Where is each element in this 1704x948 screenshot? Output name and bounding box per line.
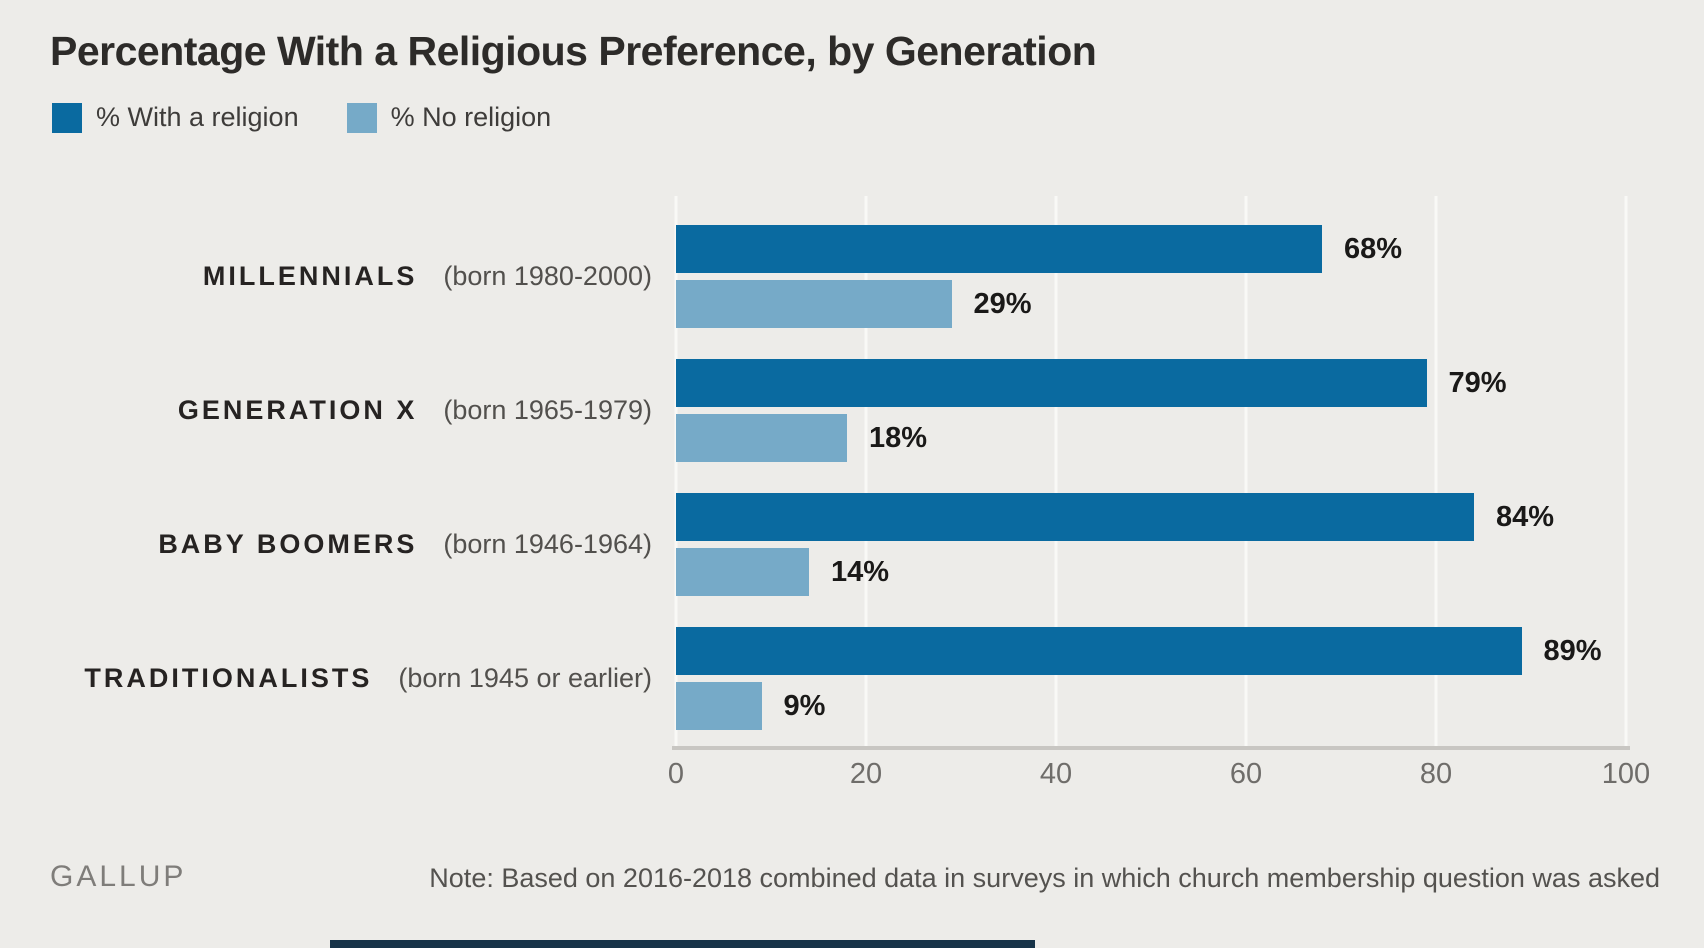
no-religion-bar xyxy=(676,682,762,730)
x-tick-100: 100 xyxy=(1601,758,1651,790)
bar-group: 84% 14% xyxy=(676,493,1554,596)
no-religion-value: 9% xyxy=(783,689,826,722)
category-label: GENERATION X (born 1965-1979) xyxy=(40,359,652,462)
legend-label-with-religion: % With a religion xyxy=(96,102,299,132)
no-religion-bar xyxy=(676,280,952,328)
no-religion-bar xyxy=(676,414,847,462)
legend: % With a religion % No religion xyxy=(52,102,551,133)
no-religion-value: 18% xyxy=(869,421,928,454)
no-religion-bar xyxy=(676,548,809,596)
no-religion-value: 14% xyxy=(831,555,890,588)
gridline-40 xyxy=(1054,196,1058,748)
gridline-60 xyxy=(1244,196,1248,748)
category-birth-years: (born 1945 or earlier) xyxy=(398,663,652,693)
gridline-0 xyxy=(674,196,678,748)
with-religion-value: 68% xyxy=(1344,232,1403,265)
category-birth-years: (born 1946-1964) xyxy=(443,529,652,559)
row-generation-x: GENERATION X (born 1965-1979) 79% 18% xyxy=(0,359,1704,462)
x-tick-40: 40 xyxy=(1039,758,1073,790)
with-religion-swatch-icon xyxy=(52,102,82,133)
gridline-20 xyxy=(864,196,868,748)
category-name: GENERATION X xyxy=(177,395,418,425)
x-axis-line xyxy=(672,746,1630,750)
gallup-logo: GALLUP xyxy=(50,860,187,893)
footnote: Note: Based on 2016-2018 combined data i… xyxy=(429,863,1660,893)
with-religion-value: 79% xyxy=(1448,366,1507,399)
no-religion-value: 29% xyxy=(973,287,1032,320)
category-name: BABY BOOMERS xyxy=(158,529,418,559)
bar-group: 89% 9% xyxy=(676,627,1602,730)
bar-group: 79% 18% xyxy=(676,359,1507,462)
category-name: MILLENNIALS xyxy=(202,261,418,291)
legend-item-with-religion: % With a religion xyxy=(52,102,299,133)
bar-group: 68% 29% xyxy=(676,225,1402,328)
row-traditionalists: TRADITIONALISTS (born 1945 or earlier) 8… xyxy=(0,627,1704,730)
gridline-100 xyxy=(1624,196,1628,748)
category-birth-years: (born 1965-1979) xyxy=(443,395,652,425)
x-tick-20: 20 xyxy=(849,758,883,790)
x-tick-0: 0 xyxy=(667,758,685,790)
gridline-80 xyxy=(1434,196,1438,748)
legend-label-no-religion: % No religion xyxy=(390,102,552,132)
row-baby-boomers: BABY BOOMERS (born 1946-1964) 84% 14% xyxy=(0,493,1704,596)
with-religion-value: 89% xyxy=(1543,634,1602,667)
x-tick-80: 80 xyxy=(1419,758,1453,790)
with-religion-bar xyxy=(676,359,1427,407)
bottom-edge-strip xyxy=(330,940,1035,948)
plot-area xyxy=(674,196,1628,748)
x-tick-60: 60 xyxy=(1229,758,1263,790)
with-religion-value: 84% xyxy=(1496,500,1555,533)
chart-title: Percentage With a Religious Preference, … xyxy=(50,28,1097,74)
with-religion-bar xyxy=(676,493,1474,541)
no-religion-swatch-icon xyxy=(346,102,377,133)
category-label: BABY BOOMERS (born 1946-1964) xyxy=(40,493,652,596)
row-millennials: MILLENNIALS (born 1980-2000) 68% 29% xyxy=(0,225,1704,328)
with-religion-bar xyxy=(676,627,1522,675)
category-label: MILLENNIALS (born 1980-2000) xyxy=(40,225,652,328)
with-religion-bar xyxy=(676,225,1322,273)
category-birth-years: (born 1980-2000) xyxy=(443,261,652,291)
category-label: TRADITIONALISTS (born 1945 or earlier) xyxy=(40,627,652,730)
category-name: TRADITIONALISTS xyxy=(84,663,373,693)
legend-item-no-religion: % No religion xyxy=(346,102,552,133)
